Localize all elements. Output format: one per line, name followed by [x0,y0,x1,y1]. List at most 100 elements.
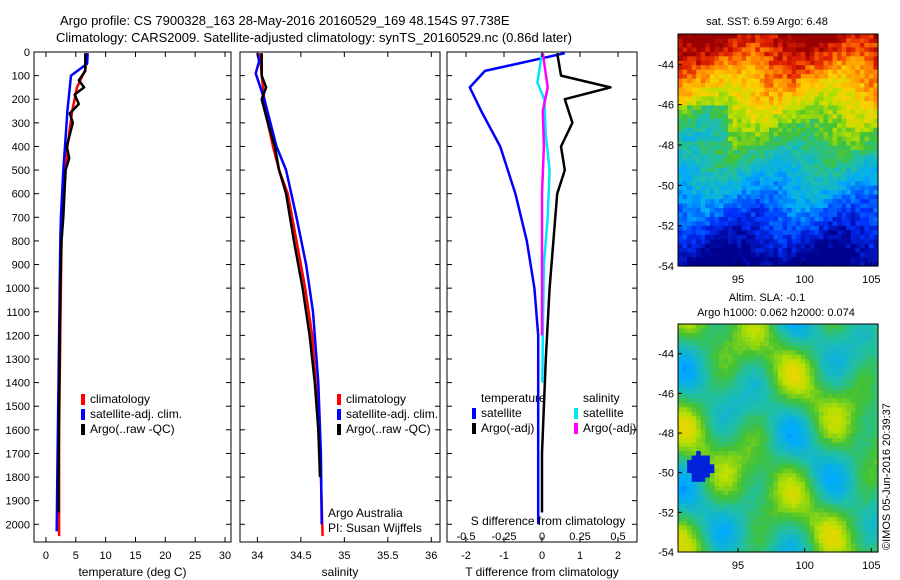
heatmap-cell [746,100,752,106]
heatmap-cell [796,538,802,544]
heatmap-cell [814,477,820,483]
heatmap-cell [687,385,693,391]
heatmap-cell [678,47,684,53]
heatmap-cell [755,190,761,196]
y-tick-label: 1400 [6,378,30,390]
heatmap-cell [768,92,775,98]
heatmap-cell [859,398,865,404]
heatmap-cell [859,109,865,115]
heatmap-cell [828,118,834,124]
heatmap-cell [791,486,797,492]
heatmap-cell [709,69,715,75]
heatmap-cell [714,132,720,138]
heatmap-cell [859,394,865,400]
heatmap-cell [737,47,743,53]
heatmap-cell [737,216,743,222]
heatmap-cell [718,252,725,258]
heatmap-cell [832,234,838,240]
heatmap-cell [764,350,770,356]
heatmap-cell [728,212,734,218]
heatmap-cell [850,105,856,111]
heatmap-cell [859,185,865,191]
heatmap-cell [741,525,747,531]
heatmap-cell [682,221,688,227]
heatmap-cell [868,424,875,430]
heatmap-cell [700,381,706,386]
heatmap-cell [809,525,815,531]
heatmap-cell [696,47,702,53]
heatmap-cell [696,381,702,386]
heatmap-cell [714,252,720,258]
heatmap-cell [805,60,811,66]
heatmap-cell [873,389,879,395]
map-subtitle: Argo h1000: 0.062 h2000: 0.074 [697,307,855,319]
heatmap-cell [864,109,870,115]
heatmap-cell [800,221,806,227]
heatmap-cell [678,42,684,48]
heatmap-cell [846,221,852,227]
heatmap-cell [800,96,806,102]
heatmap-cell [859,354,865,360]
heatmap-cell [787,512,793,518]
heatmap-cell [850,341,856,347]
heatmap-cell [796,163,802,169]
heatmap-cell [855,538,861,544]
heatmap-cell [832,216,838,222]
heatmap-cell [859,372,865,378]
heatmap-cell [818,516,825,522]
heatmap-cell [787,194,793,200]
heatmap-cell [782,257,788,263]
heatmap-cell [809,167,815,173]
heatmap-cell [768,516,775,522]
heatmap-cell [837,473,843,479]
heatmap-cell [709,429,715,435]
heatmap-cell [832,385,838,391]
heatmap-cell [778,534,784,540]
heatmap-cell [718,332,725,338]
heatmap-cell [732,92,738,98]
plot-frame [33,51,232,543]
heatmap-cell [687,464,693,470]
heatmap-cell [873,486,879,492]
heatmap-cell [746,328,752,334]
heatmap-cell [728,543,734,549]
heatmap-cell [750,239,756,245]
heatmap-cell [687,354,693,360]
heatmap-cell [846,172,852,178]
heatmap-cell [773,534,779,540]
heatmap-cell [696,185,702,191]
heatmap-cell [691,216,697,222]
heatmap-cell [773,172,779,178]
x-tick-label: 34 [251,550,263,562]
heatmap-cell [814,521,820,527]
heatmap-cell [855,261,861,267]
heatmap-cell [691,499,697,505]
heatmap-cell [714,100,720,106]
heatmap-cell [841,257,847,263]
heatmap-cell [850,56,856,62]
heatmap-cell [859,359,865,365]
heatmap-cell [818,508,825,514]
heatmap-cell [850,420,856,426]
heatmap-cell [718,328,725,334]
heatmap-cell [787,543,793,549]
heatmap-cell [873,221,879,227]
heatmap-cell [737,433,743,439]
heatmap-cell [850,261,856,267]
heatmap-cell [746,51,752,57]
heatmap-cell [687,34,693,40]
heatmap-cell [841,74,847,80]
heatmap-cell [768,521,775,527]
heatmap-cell [864,83,870,89]
x-tick-label: 34.5 [290,550,311,562]
heatmap-cell [855,257,861,263]
heatmap-cell [755,359,761,365]
heatmap-cell [764,468,770,474]
heatmap-cell [778,87,784,93]
heatmap-cell [823,407,829,413]
heatmap-cell [687,350,693,356]
heatmap-cell [678,221,684,227]
heatmap-cell [682,341,688,347]
heatmap-cell [705,87,711,93]
heatmap-cell [864,87,870,93]
